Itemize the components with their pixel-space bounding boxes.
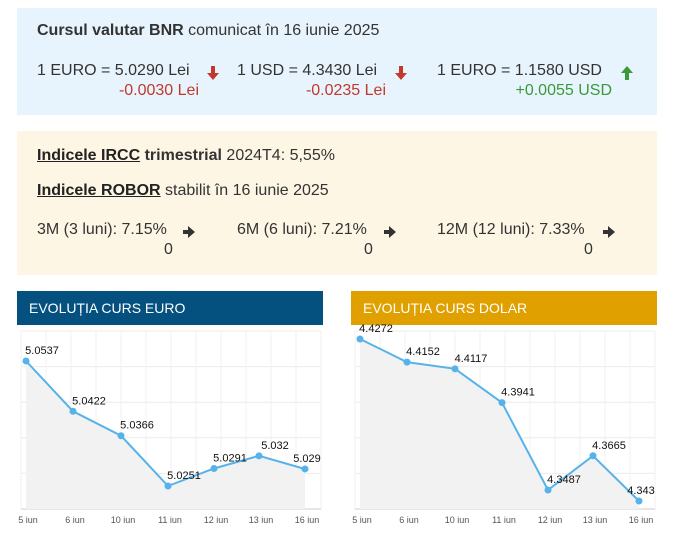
bnr-title-date: comunicat în 16 iunie 2025	[188, 22, 380, 39]
data-label: 4.3487	[547, 474, 581, 486]
data-label: 5.032	[261, 440, 289, 452]
robor-6m: 6M (6 luni): 7.21%	[237, 221, 367, 238]
data-point	[69, 407, 77, 415]
ircc-line: Indicele IRCC trimestrial 2024T4: 5,55%	[37, 147, 335, 165]
arrow-right-icon	[603, 226, 615, 238]
data-label: 4.3665	[592, 440, 626, 452]
robor-12m: 12M (12 luni): 7.33%	[437, 221, 585, 238]
data-label: 5.0422	[72, 395, 106, 407]
change-euro-lei: -0.0030 Lei	[118, 82, 199, 99]
dolar-chart-title: EVOLUȚIA CURS DOLAR	[351, 291, 657, 325]
x-tick-label: 5 iun	[18, 515, 38, 525]
robor-3m: 3M (3 luni): 7.15%	[37, 221, 167, 238]
data-point	[22, 357, 30, 365]
data-point	[451, 365, 459, 373]
arrow-down-icon	[395, 66, 407, 80]
data-point	[356, 335, 364, 343]
data-label: 5.0251	[167, 470, 201, 482]
data-point	[589, 452, 597, 460]
data-label: 5.029	[293, 453, 321, 465]
rate-euro-usd: 1 EURO = 1.1580 USD	[437, 62, 602, 79]
arrow-right-icon	[384, 226, 396, 238]
x-tick-label: 11 iun	[158, 515, 182, 525]
data-label: 4.4152	[406, 346, 440, 358]
data-point	[635, 497, 643, 505]
robor-12m-change: 0	[584, 241, 593, 258]
data-label: 4.343	[627, 485, 655, 497]
data-label: 4.3941	[501, 387, 535, 399]
x-tick-label: 12 iun	[538, 515, 563, 525]
x-tick-label: 13 iun	[249, 515, 274, 525]
robor-date: stabilit în 16 iunie 2025	[165, 182, 329, 199]
series-area	[26, 361, 305, 509]
ircc-value: 2024T4: 5,55%	[226, 147, 335, 164]
data-label: 5.0366	[120, 420, 154, 432]
x-tick-label: 10 iun	[445, 515, 470, 525]
x-tick-label: 16 iun	[295, 515, 320, 525]
x-tick-label: 5 iun	[352, 515, 372, 525]
rate-euro-lei: 1 EURO = 5.0290 Lei	[37, 62, 190, 79]
x-tick-label: 10 iun	[111, 515, 136, 525]
robor-3m-change: 0	[164, 241, 173, 258]
data-label: 4.4117	[455, 353, 488, 365]
euro-chart-title: EVOLUȚIA CURS EURO	[17, 291, 323, 325]
change-usd-lei: -0.0235 Lei	[305, 82, 386, 99]
data-point	[210, 465, 218, 473]
x-tick-label: 16 iun	[629, 515, 654, 525]
x-tick-label: 6 iun	[65, 515, 85, 525]
arrow-right-icon	[183, 226, 195, 238]
data-label: 5.0291	[213, 453, 247, 465]
bnr-title: Cursul valutar BNR comunicat în 16 iunie…	[37, 22, 379, 40]
arrow-up-icon	[621, 66, 633, 80]
robor-6m-change: 0	[364, 241, 373, 258]
data-point	[403, 358, 411, 366]
dolar-chart-plot: 4.4272 4.4152 4.4117 4.3941 4.3487 4.3665 4.34…	[352, 323, 656, 525]
euro-chart: EVOLUȚIA CURS EURO 5.0537 5.0422 5.0366 5.0…	[17, 291, 323, 536]
data-point	[544, 486, 552, 494]
data-point	[255, 452, 263, 460]
rate-usd-lei: 1 USD = 4.3430 Lei	[237, 62, 378, 79]
ircc-link[interactable]: Indicele IRCC	[37, 147, 141, 164]
dolar-chart: EVOLUȚIA CURS DOLAR 4.4272 4.4152 4.4117 4.…	[351, 291, 657, 536]
x-tick-label: 12 iun	[204, 515, 229, 525]
data-point	[301, 465, 309, 473]
data-point	[498, 399, 506, 407]
euro-chart-plot: 5.0537 5.0422 5.0366 5.0251 5.0291 5.032 5.029…	[18, 330, 322, 525]
robor-panel: Indicele IRCC trimestrial 2024T4: 5,55% …	[17, 131, 657, 275]
x-tick-label: 11 iun	[492, 515, 516, 525]
arrow-down-icon	[207, 66, 219, 80]
change-euro-usd: +0.0055 USD	[515, 82, 612, 99]
ircc-period: trimestrial	[144, 147, 222, 164]
robor-link[interactable]: Indicele ROBOR	[37, 182, 161, 199]
data-label: 4.4272	[359, 323, 393, 335]
bnr-title-bold: Cursul valutar BNR	[37, 22, 184, 39]
data-point	[164, 482, 172, 490]
robor-line: Indicele ROBOR stabilit în 16 iunie 2025	[37, 182, 329, 200]
series-area	[360, 339, 639, 509]
data-point	[117, 432, 125, 440]
x-tick-label: 13 iun	[583, 515, 608, 525]
data-label: 5.0537	[25, 345, 59, 357]
bnr-rates-panel: Cursul valutar BNR comunicat în 16 iunie…	[17, 8, 657, 115]
x-tick-label: 6 iun	[399, 515, 419, 525]
